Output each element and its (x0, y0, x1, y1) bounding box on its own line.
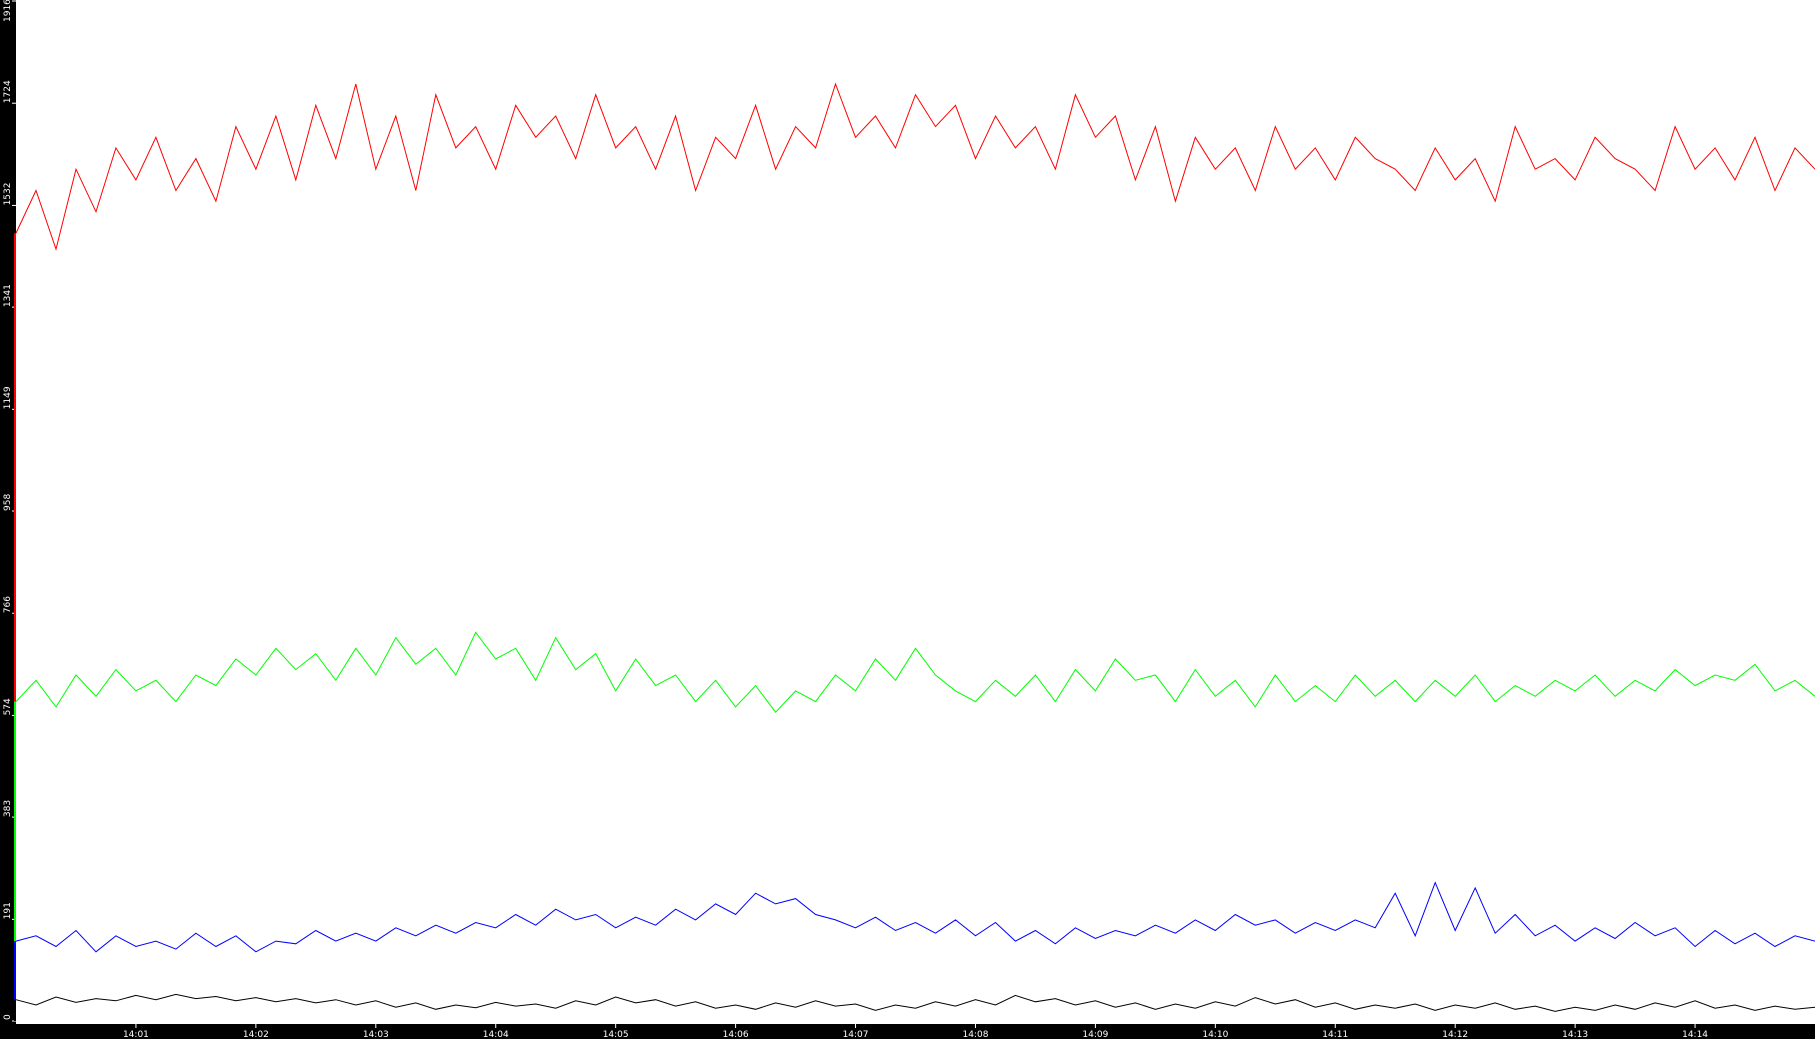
x-tick-label: 14:09 (1082, 1030, 1108, 1039)
x-tick-label: 14:12 (1442, 1030, 1468, 1039)
y-tick-label: 0 (3, 1014, 13, 1020)
x-tick-label: 14:03 (363, 1030, 389, 1039)
x-tick-label: 14:04 (483, 1030, 509, 1039)
series-line-3 (15, 993, 1815, 1012)
x-tick-label: 14:13 (1562, 1030, 1588, 1039)
y-tick-label: 958 (3, 494, 13, 511)
y-tick-label: 191 (3, 902, 13, 919)
x-tick-label: 14:05 (603, 1030, 629, 1039)
x-tick-label: 14:11 (1322, 1030, 1348, 1039)
series-line-2 (15, 881, 1815, 953)
series-line-1 (15, 631, 1815, 713)
y-tick-label: 1916 (3, 0, 13, 22)
series-line-0 (15, 82, 1815, 251)
y-tick-label: 1532 (3, 183, 13, 206)
x-axis: 14:01 14:02 14:03 14:04 14:05 14:06 14:07 14:08… (123, 1024, 1708, 1039)
x-tick-label: 14:10 (1202, 1030, 1228, 1039)
y-tick-label: 1341 (3, 284, 13, 307)
x-tick-label: 14:01 (123, 1030, 149, 1039)
x-tick-label: 14:06 (723, 1030, 749, 1039)
y-tick-label: 1149 (3, 386, 13, 409)
y-axis: 0 191 383 574 766 958 1149 1341 1532 1724 1916 (3, 0, 16, 1022)
y-tick-label: 574 (3, 698, 13, 715)
series-lines (14, 82, 1815, 1021)
x-tick-label: 14:14 (1682, 1030, 1708, 1039)
y-tick-label: 766 (3, 596, 13, 613)
x-tick-label: 14:08 (962, 1030, 988, 1039)
x-tick-label: 14:07 (843, 1030, 869, 1039)
y-tick-label: 383 (3, 800, 13, 817)
y-tick-label: 1724 (3, 80, 13, 103)
x-tick-label: 14:02 (243, 1030, 269, 1039)
plot-area (16, 0, 1815, 1024)
